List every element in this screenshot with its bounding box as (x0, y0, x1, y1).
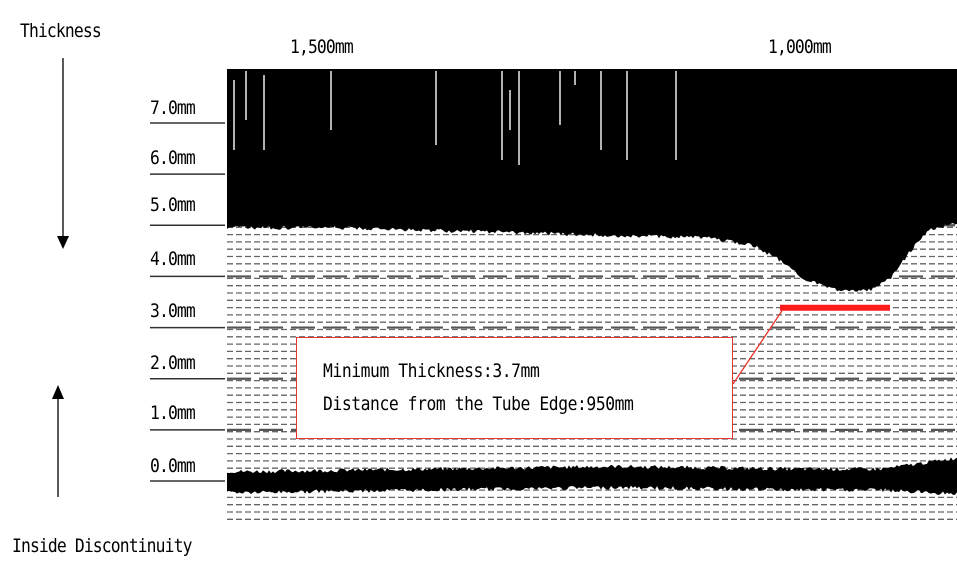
y-tick-label-1: 1.0mm (150, 402, 196, 424)
callout-distance: Distance from the Tube Edge:950mm (323, 393, 634, 415)
down-arrow-head (57, 236, 69, 249)
y-tick-label-7: 7.0mm (150, 97, 196, 119)
y-tick-label-3: 3.0mm (150, 300, 196, 322)
callout-leader-line (732, 310, 783, 385)
y-tick-label-5: 5.0mm (150, 194, 196, 216)
up-arrow-head (52, 385, 64, 399)
x-tick-label-1500: 1,500mm (290, 36, 354, 58)
y-axis-title: Thickness (20, 20, 102, 42)
x-tick-label-1000: 1,000mm (768, 36, 832, 58)
y-tick-label-0: 0.0mm (150, 455, 196, 477)
inner-surface-signal (227, 457, 957, 495)
callout-min-thickness: Minimum Thickness:3.7mm (323, 360, 540, 382)
y-tick-label-2: 2.0mm (150, 352, 196, 374)
y-tick-label-4: 4.0mm (150, 248, 196, 270)
minimum-thickness-callout: Minimum Thickness:3.7mm Distance from th… (296, 337, 733, 439)
outer-surface-signal (227, 70, 957, 292)
x-axis-title: Inside Discontinuity (12, 535, 192, 557)
y-tick-label-6: 6.0mm (150, 147, 196, 169)
